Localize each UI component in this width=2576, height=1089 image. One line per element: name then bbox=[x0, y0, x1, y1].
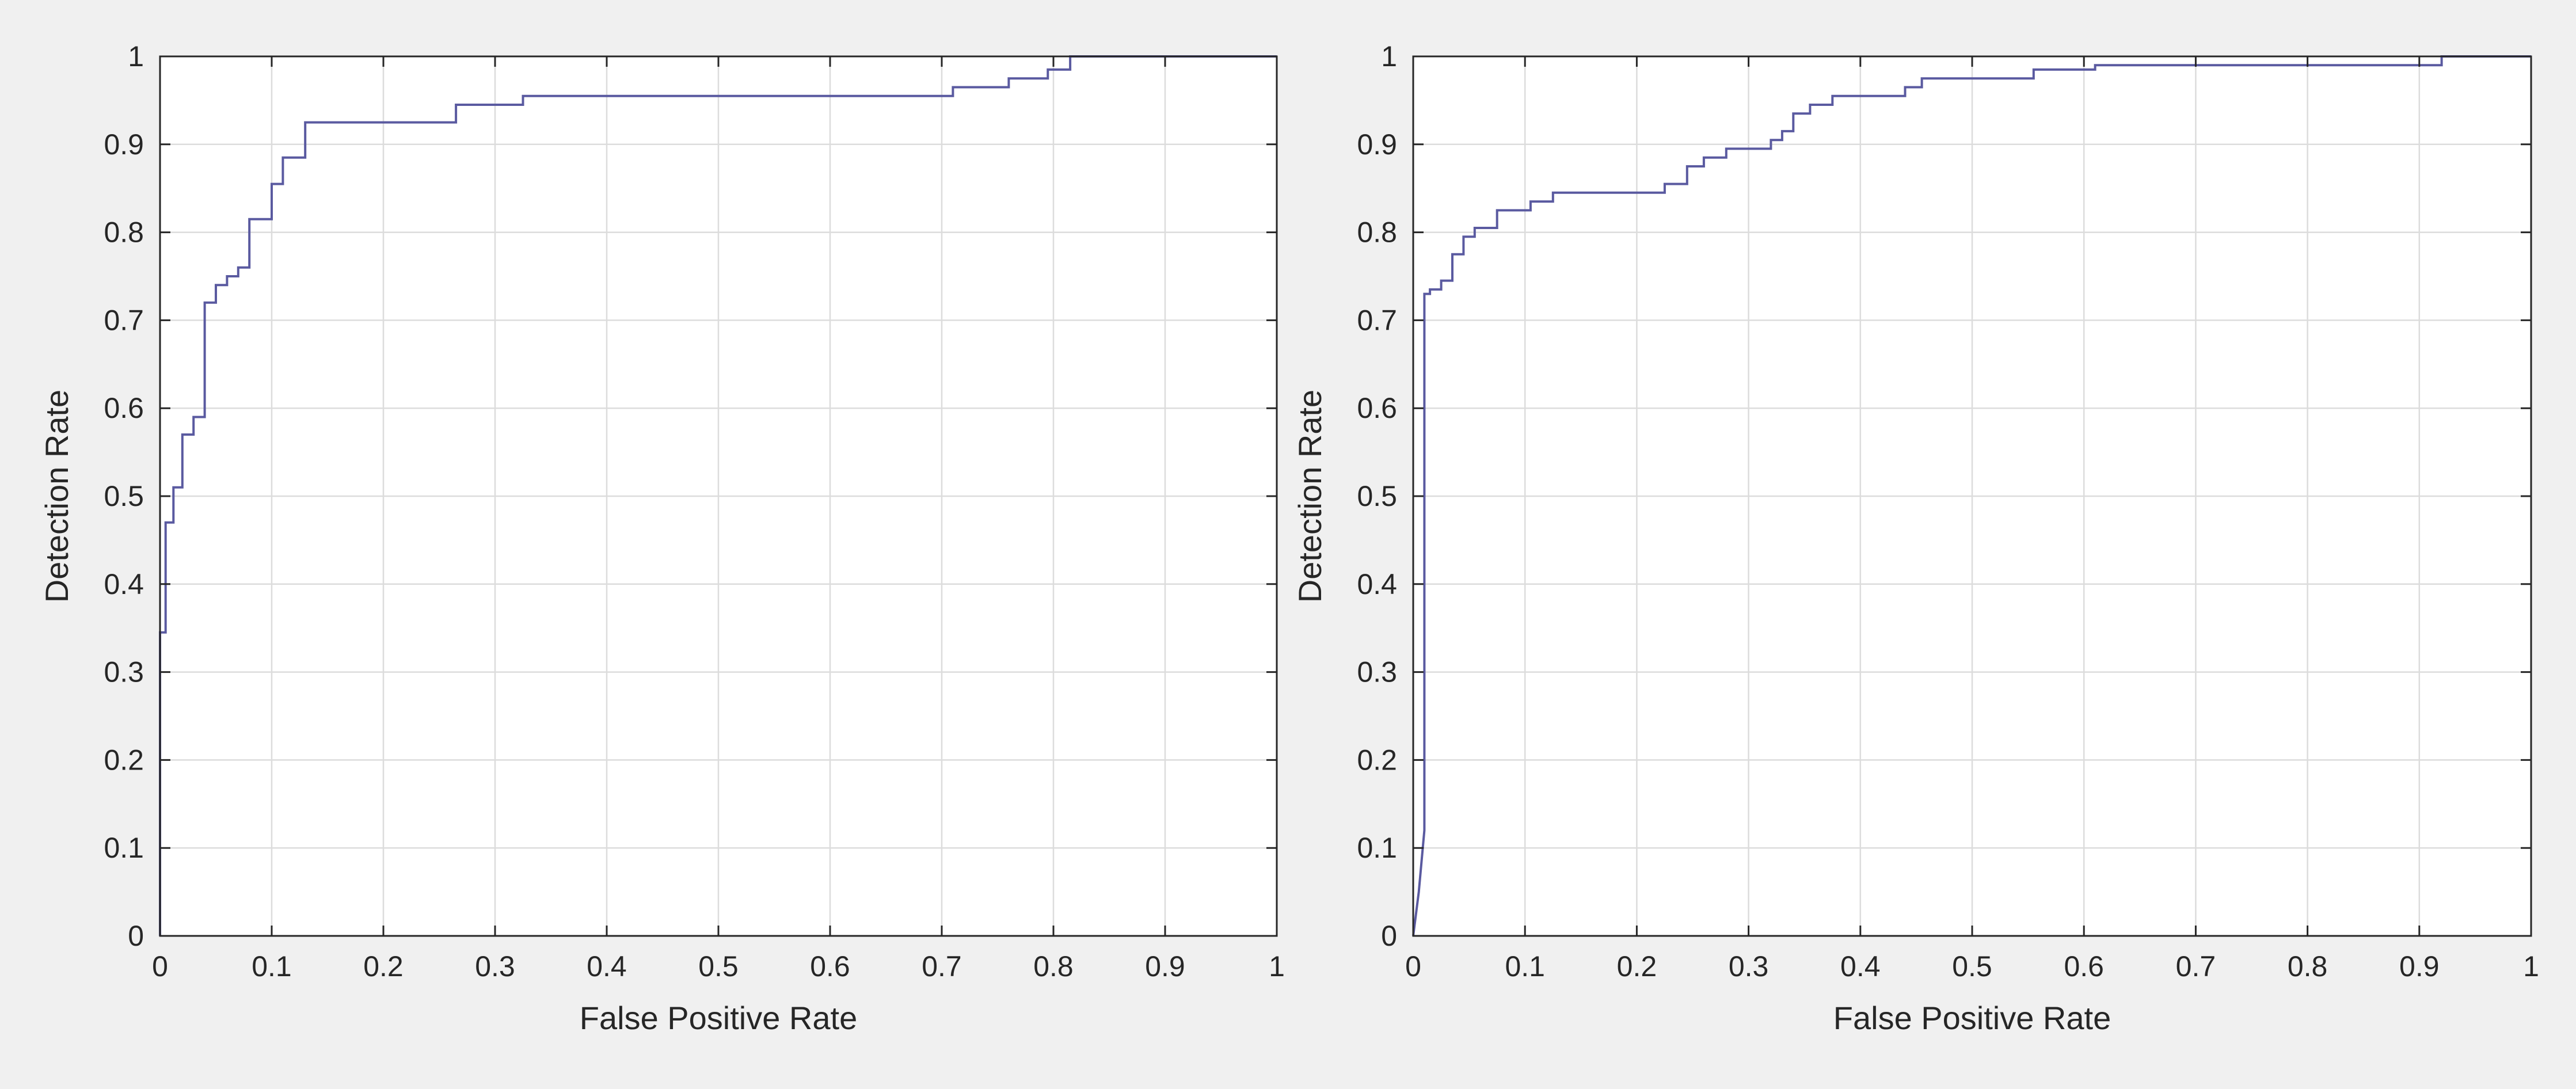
y-tick-label: 0.4 bbox=[104, 568, 144, 600]
x-tick-label: 0.4 bbox=[1840, 950, 1881, 983]
x-tick-label: 0.2 bbox=[1617, 950, 1657, 983]
x-tick-label: 0.1 bbox=[1505, 950, 1545, 983]
x-tick-label: 0.7 bbox=[2176, 950, 2216, 983]
y-tick-label: 0.1 bbox=[1357, 832, 1397, 864]
x-tick-label: 0.8 bbox=[1033, 950, 1074, 983]
x-tick-label: 0.6 bbox=[810, 950, 850, 983]
x-axis-label: False Positive Rate bbox=[1833, 1000, 2111, 1036]
y-tick-label: 0.5 bbox=[1357, 480, 1397, 512]
x-tick-label: 0.9 bbox=[2399, 950, 2440, 983]
y-tick-label: 0.3 bbox=[104, 656, 144, 688]
x-tick-label: 0 bbox=[1405, 950, 1421, 983]
y-tick-label: 0.8 bbox=[104, 216, 144, 249]
y-tick-label: 0.2 bbox=[104, 744, 144, 776]
y-tick-label: 0.8 bbox=[1357, 216, 1397, 249]
x-tick-label: 0 bbox=[152, 950, 168, 983]
roc-curve bbox=[1412, 55, 2531, 936]
x-tick-label: 0.9 bbox=[1145, 950, 1185, 983]
x-tick-label: 0.5 bbox=[1952, 950, 1992, 983]
y-tick-label: 0.7 bbox=[1357, 304, 1397, 336]
roc-curve bbox=[159, 55, 1277, 936]
y-tick-label: 0.4 bbox=[1357, 568, 1397, 600]
y-axis-label: Detection Rate bbox=[1292, 390, 1328, 603]
x-tick-label: 0.6 bbox=[2064, 950, 2104, 983]
x-tick-label: 0.4 bbox=[587, 950, 627, 983]
x-tick-label: 1 bbox=[1269, 950, 1285, 983]
y-tick-label: 0.2 bbox=[1357, 744, 1397, 776]
x-axis-label: False Positive Rate bbox=[580, 1000, 857, 1036]
y-tick-label: 0.7 bbox=[104, 304, 144, 336]
x-tick-label: 1 bbox=[2523, 950, 2539, 983]
left-roc-plot: 0 0.1 0.2 0.3 0.4 0.5 0.6 0.7 0.8 0.9 1 0 0.1 0.2 0.3 0… bbox=[39, 40, 1285, 1036]
x-tick-label: 0.7 bbox=[922, 950, 962, 983]
y-axis-label: Detection Rate bbox=[39, 390, 75, 603]
y-tick-label: 0.1 bbox=[104, 832, 144, 864]
x-tick-label: 0.3 bbox=[475, 950, 515, 983]
right-roc-plot: 0 0.1 0.2 0.3 0.4 0.5 0.6 0.7 0.8 0.9 1 0 0.1 0.2 0.3 0… bbox=[1292, 40, 2539, 1036]
y-tick-label: 0.9 bbox=[1357, 128, 1397, 161]
x-tick-label: 0.3 bbox=[1729, 950, 1769, 983]
y-tick-label: 0.5 bbox=[104, 480, 144, 512]
x-tick-label: 0.2 bbox=[363, 950, 404, 983]
y-tick-label: 0.6 bbox=[1357, 392, 1397, 424]
y-tick-label: 1 bbox=[128, 40, 144, 73]
x-tick-label: 0.1 bbox=[252, 950, 292, 983]
y-tick-label: 0.6 bbox=[104, 392, 144, 424]
y-tick-label: 0.9 bbox=[104, 128, 144, 161]
y-tick-label: 1 bbox=[1381, 40, 1397, 73]
x-tick-label: 0.5 bbox=[698, 950, 739, 983]
x-tick-label: 0.8 bbox=[2288, 950, 2328, 983]
y-tick-label: 0 bbox=[1381, 920, 1397, 952]
y-tick-label: 0.3 bbox=[1357, 656, 1397, 688]
y-tick-label: 0 bbox=[128, 920, 144, 952]
